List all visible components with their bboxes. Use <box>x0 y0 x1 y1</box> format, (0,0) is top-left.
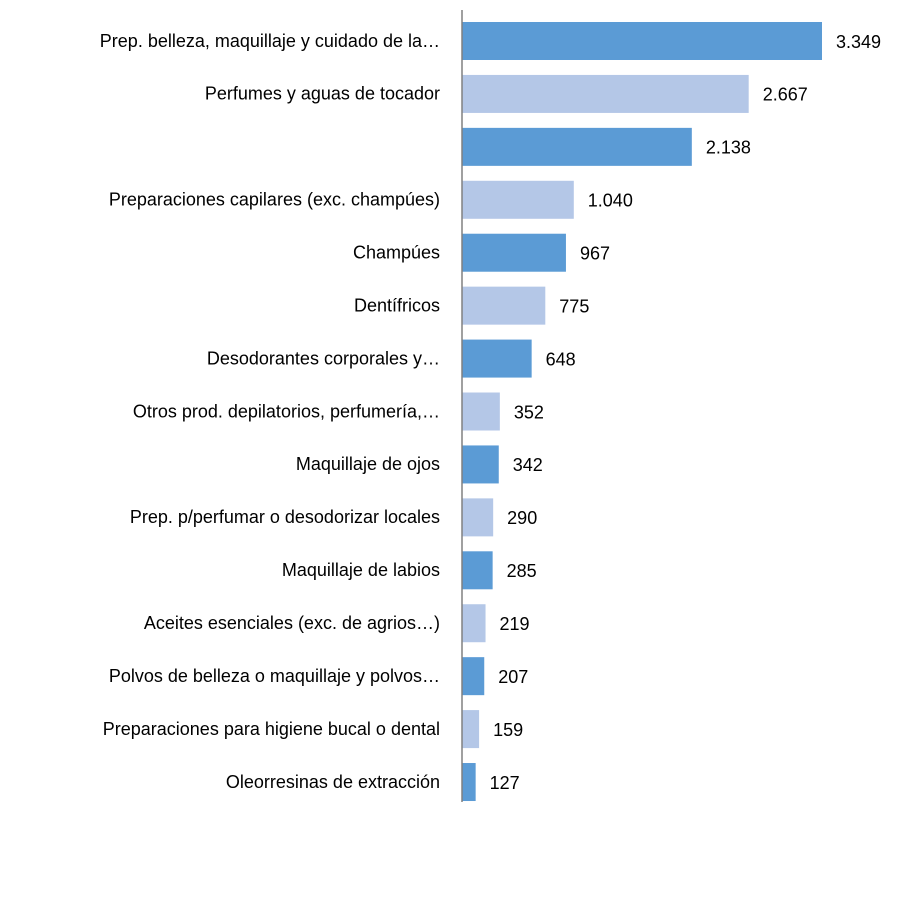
category-label: Otros prod. depilatorios, perfumería,… <box>133 401 440 421</box>
value-label: 648 <box>546 349 576 369</box>
bar <box>462 127 692 166</box>
category-label: Prep. p/perfumar o desodorizar locales <box>130 507 440 527</box>
value-label: 967 <box>580 243 610 263</box>
bar <box>462 498 494 537</box>
category-label: Perfumes y aguas de tocador <box>205 84 440 104</box>
value-label: 2.667 <box>763 85 808 105</box>
bar <box>462 22 822 60</box>
value-label: 207 <box>498 667 528 687</box>
value-label: 285 <box>507 561 537 581</box>
value-label: 219 <box>500 614 530 634</box>
value-label: 290 <box>507 508 537 528</box>
category-label: Preparaciones capilares (exc. champúes) <box>109 190 440 210</box>
value-label: 2.138 <box>706 138 751 158</box>
bar <box>462 551 493 590</box>
category-label: Aceites esenciales (exc. de agrios…) <box>144 613 440 633</box>
category-label: Oleorresinas de extracción <box>226 772 440 792</box>
bar <box>462 233 566 272</box>
bar <box>462 286 546 325</box>
bar <box>462 339 532 378</box>
bar <box>462 763 476 802</box>
value-label: 342 <box>513 455 543 475</box>
bar <box>462 710 480 749</box>
category-label: Polvos de belleza o maquillaje y polvos… <box>109 666 440 686</box>
bar <box>462 180 574 219</box>
category-label: Preparaciones para higiene bucal o denta… <box>103 719 440 739</box>
value-label: 3.349 <box>836 32 881 52</box>
category-label: Maquillaje de ojos <box>296 454 440 474</box>
bar <box>462 657 485 696</box>
value-label: 127 <box>490 773 520 793</box>
bar <box>462 392 500 431</box>
value-label: 352 <box>514 402 544 422</box>
category-label: Dentífricos <box>354 295 440 315</box>
category-label: Desodorantes corporales y… <box>207 348 440 368</box>
category-label: Prep. belleza, maquillaje y cuidado de l… <box>100 31 440 51</box>
bar <box>462 445 499 484</box>
category-label: Champúes <box>353 242 440 262</box>
value-label: 1.040 <box>588 191 633 211</box>
value-label: 775 <box>559 296 589 316</box>
bar <box>462 74 749 113</box>
bar <box>462 604 486 643</box>
value-label: 159 <box>493 720 523 740</box>
category-label: Maquillaje de labios <box>282 560 440 580</box>
